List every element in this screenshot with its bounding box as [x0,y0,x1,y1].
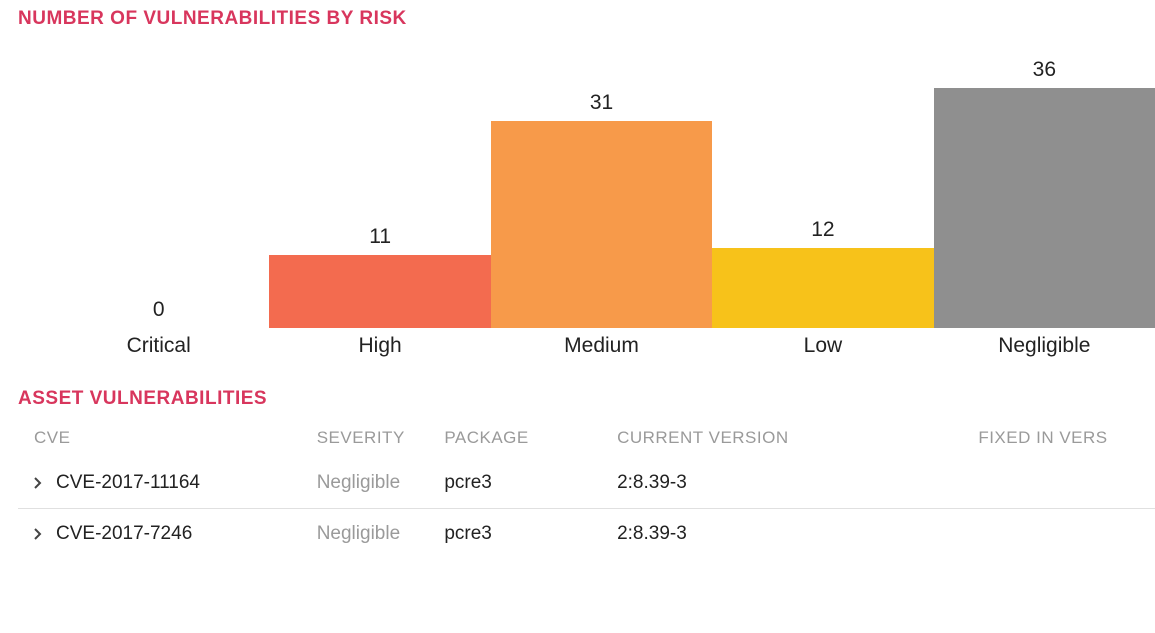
bar-slot: 31 Medium [491,48,712,358]
bar-slot: 0 Critical [48,48,269,358]
bar [269,255,490,328]
chevron-right-icon[interactable] [34,528,56,540]
chevron-right-icon[interactable] [34,477,56,489]
bar [491,121,712,328]
bar-value: 11 [369,225,391,249]
cve-id: CVE-2017-7246 [56,523,192,545]
bar-label: Low [804,334,843,358]
cell-cve: CVE-2017-7246 [34,523,317,545]
table-body: CVE-2017-11164Negligiblepcre32:8.39-3CVE… [18,458,1155,559]
bar-value: 12 [811,218,834,242]
table-row[interactable]: CVE-2017-11164 Negligiblepcre32:8.39-3 [18,458,1155,509]
bar-slot: 12 Low [712,48,933,358]
bar [712,248,933,328]
cell-current-version: 2:8.39-3 [617,523,978,545]
cve-id: CVE-2017-11164 [56,472,200,494]
cell-severity: Negligible [317,523,445,545]
col-header-fixed: FIXED IN VERS [978,428,1155,448]
cell-cve: CVE-2017-11164 [34,472,317,494]
cell-package: pcre3 [444,472,617,494]
bar-value: 36 [1033,58,1056,82]
bar-slot: 36 Negligible [934,48,1155,358]
bar-label: Critical [127,334,191,358]
bar-value: 31 [590,91,613,115]
bar-label: High [359,334,402,358]
table-section-title: ASSET VULNERABILITIES [18,388,1155,410]
cell-current-version: 2:8.39-3 [617,472,978,494]
table-row[interactable]: CVE-2017-7246 Negligiblepcre32:8.39-3 [18,509,1155,559]
risk-bar-chart: 0 Critical 11 High 31 Medium 12 Low 36 Negligible [18,48,1155,358]
col-header-package: PACKAGE [444,428,617,448]
cell-package: pcre3 [444,523,617,545]
col-header-cve: CVE [34,428,317,448]
bar-label: Negligible [998,334,1090,358]
col-header-severity: SEVERITY [317,428,445,448]
table-header-row: CVE SEVERITY PACKAGE CURRENT VERSION FIX… [18,428,1155,448]
col-header-current: CURRENT VERSION [617,428,978,448]
bar [934,88,1155,328]
cell-severity: Negligible [317,472,445,494]
bar-label: Medium [564,334,639,358]
bar-value: 0 [153,298,165,322]
bar-slot: 11 High [269,48,490,358]
chart-section-title: NUMBER OF VULNERABILITIES BY RISK [18,8,1155,30]
